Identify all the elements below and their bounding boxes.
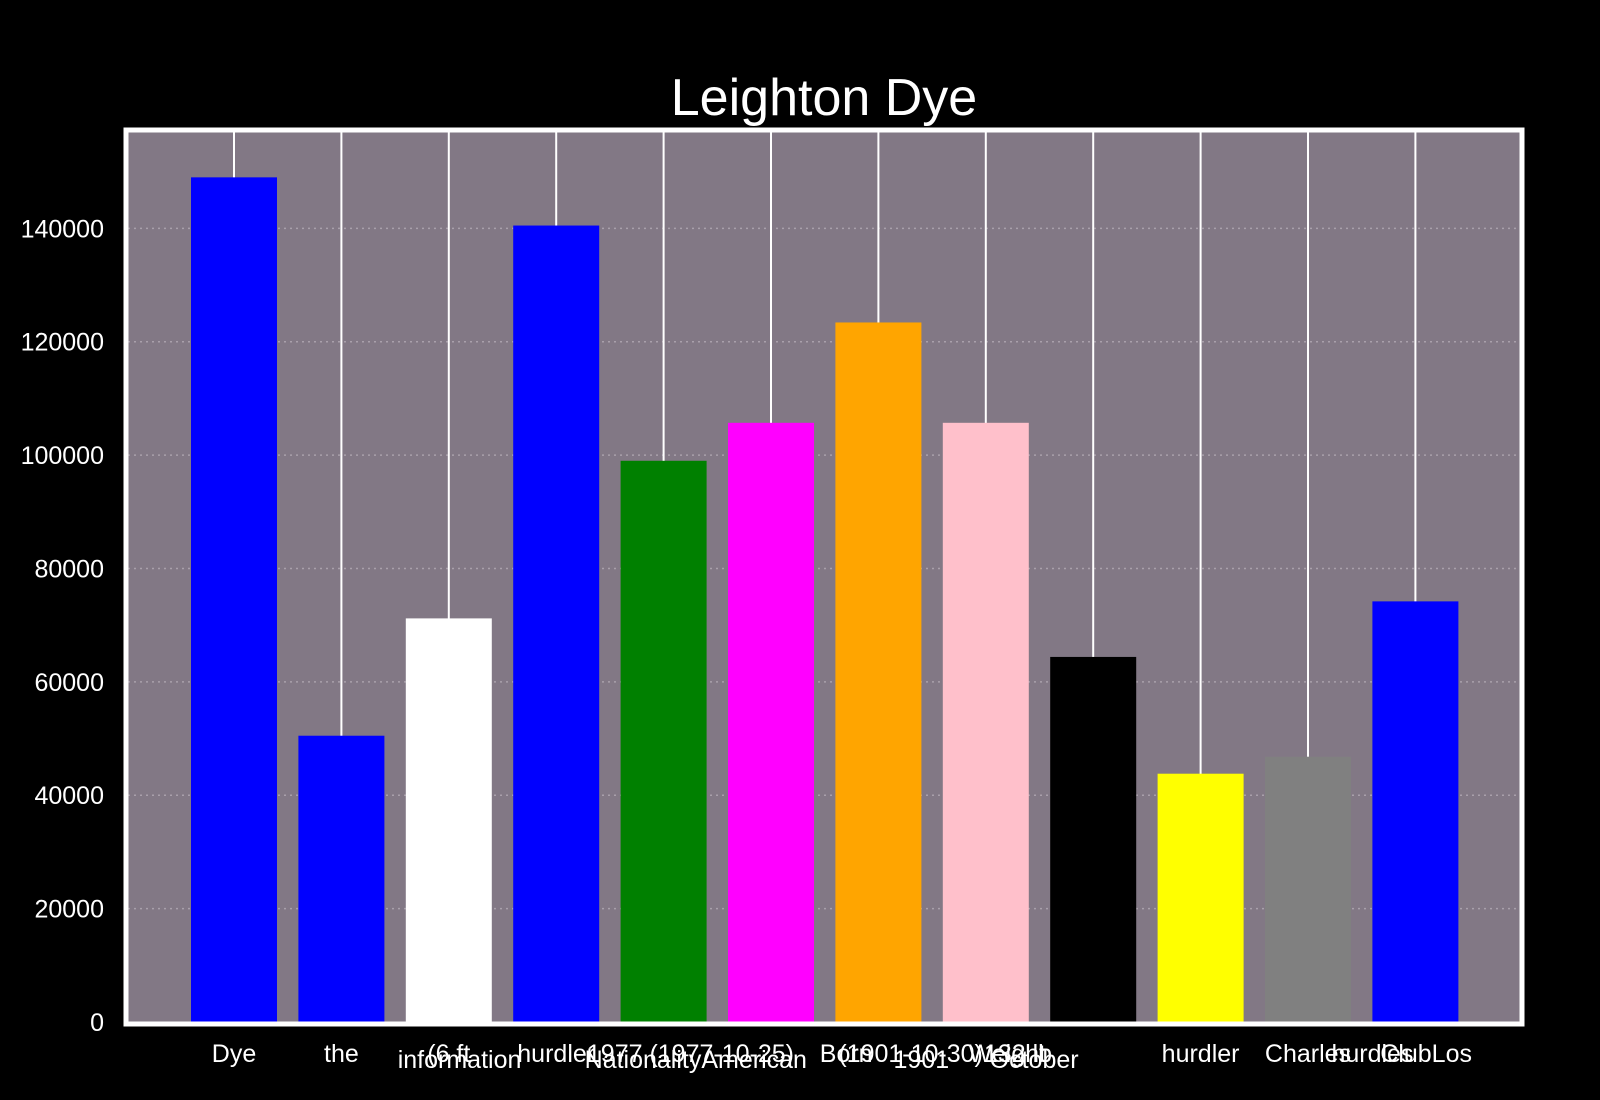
y-tick-label: 40000 bbox=[34, 782, 104, 810]
y-tick-label: 20000 bbox=[34, 896, 104, 924]
x-tick-label: Charles bbox=[1265, 1040, 1351, 1068]
bar bbox=[1050, 656, 1137, 1022]
x-tick-label: 1901 bbox=[894, 1046, 950, 1074]
x-tick-label: 132 lb bbox=[984, 1040, 1052, 1068]
plot-border bbox=[123, 127, 1525, 1027]
x-tick-label: October bbox=[990, 1046, 1079, 1074]
bar bbox=[1372, 601, 1459, 1022]
x-tick-label: 1977 (1977-10-25) bbox=[587, 1040, 794, 1068]
y-axis-ticks: 0 20000 40000 60000 80000 100000 120000 140000 bbox=[21, 215, 104, 1037]
y-tick-label: 80000 bbox=[34, 555, 104, 583]
y-tick-label: 0 bbox=[90, 1009, 104, 1037]
x-tick-label: information bbox=[398, 1046, 522, 1074]
bar bbox=[835, 322, 922, 1023]
x-tick-label: (6 ft bbox=[427, 1040, 470, 1068]
x-tick-label: ClubLos bbox=[1380, 1040, 1472, 1068]
x-tick-label: NationalityAmerican bbox=[585, 1046, 807, 1074]
y-tick-label: 120000 bbox=[21, 329, 104, 357]
y-tick-label: 100000 bbox=[21, 442, 104, 470]
x-tick-label: Weight bbox=[969, 1040, 1046, 1068]
bar bbox=[191, 177, 277, 1022]
bar bbox=[298, 735, 385, 1022]
bar bbox=[728, 422, 814, 1022]
bars bbox=[191, 177, 1459, 1023]
x-tick-label: Born bbox=[820, 1040, 873, 1068]
x-tick-label: Dye bbox=[212, 1040, 256, 1068]
chart-title: Leighton Dye bbox=[671, 69, 977, 127]
x-tick-label: hurdler bbox=[517, 1040, 595, 1068]
bar bbox=[620, 460, 707, 1022]
x-tick-label: hurdles bbox=[1331, 1040, 1413, 1068]
x-tick-label: hurdler bbox=[1162, 1040, 1240, 1068]
bar bbox=[405, 618, 492, 1022]
bar bbox=[513, 225, 600, 1022]
y-tick-label: 60000 bbox=[34, 669, 104, 697]
x-tick-label: (1901-10-30) bbox=[838, 1040, 983, 1068]
bar bbox=[1265, 756, 1351, 1022]
x-tick-label: the bbox=[324, 1040, 359, 1068]
bar bbox=[1157, 773, 1244, 1022]
bar bbox=[942, 422, 1029, 1022]
y-tick-label: 140000 bbox=[21, 215, 104, 243]
